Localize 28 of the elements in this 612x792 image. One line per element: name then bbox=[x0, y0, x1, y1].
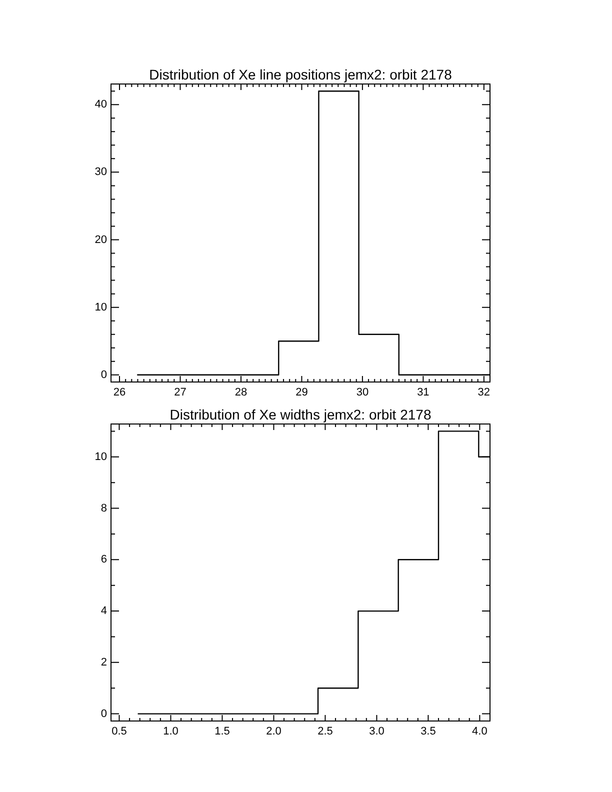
chart-title: Distribution of Xe line positions jemx2: orbit 2178 bbox=[149, 66, 452, 82]
chart-title: Distribution of Xe widths jemx2: orbit 2178 bbox=[170, 406, 432, 422]
x-tick-label: 27 bbox=[174, 386, 186, 399]
x-tick-label: 31 bbox=[417, 386, 430, 399]
x-tick-label: 4.0 bbox=[472, 726, 488, 738]
x-tick-label: 1.0 bbox=[163, 726, 178, 738]
x-tick-label: 29 bbox=[296, 386, 308, 399]
x-tick-label: 28 bbox=[234, 386, 248, 399]
x-tick-label: 26 bbox=[113, 386, 126, 399]
y-tick-label: 10 bbox=[94, 450, 107, 463]
y-tick-label: 6 bbox=[100, 554, 107, 566]
y-tick-label: 2 bbox=[100, 656, 107, 668]
x-tick-label: 30 bbox=[356, 386, 369, 399]
y-tick-label: 20 bbox=[94, 234, 107, 246]
x-tick-label: 3.5 bbox=[420, 726, 436, 738]
x-tick-label: 2.0 bbox=[266, 726, 282, 738]
x-tick-label: 1.5 bbox=[214, 726, 230, 738]
y-tick-label: 30 bbox=[94, 166, 107, 178]
y-tick-label: 4 bbox=[100, 605, 107, 618]
y-tick-label: 40 bbox=[94, 98, 107, 111]
x-tick-label: 3.0 bbox=[369, 726, 384, 738]
y-tick-label: 0 bbox=[100, 368, 107, 381]
y-tick-label: 0 bbox=[100, 708, 107, 720]
x-tick-label: 0.5 bbox=[112, 726, 127, 738]
x-tick-label: 2.5 bbox=[318, 726, 333, 738]
x-tick-label: 32 bbox=[478, 386, 490, 399]
y-tick-label: 10 bbox=[94, 301, 107, 314]
y-tick-label: 8 bbox=[100, 502, 107, 514]
